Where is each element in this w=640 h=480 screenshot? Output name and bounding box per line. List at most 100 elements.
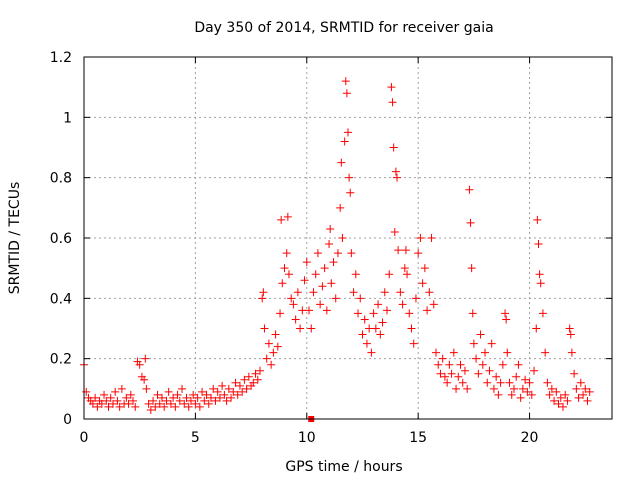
y-axis-title: SRMTID / TECUs [7, 182, 23, 295]
data-point [211, 396, 220, 405]
data-point [298, 306, 307, 315]
data-point [135, 360, 144, 369]
data-point [411, 294, 420, 303]
data-point [483, 378, 492, 387]
data-point [521, 375, 530, 384]
data-point [492, 372, 501, 381]
data-point [256, 366, 264, 375]
data-point [160, 402, 169, 411]
data-point [365, 324, 374, 333]
data-point [249, 378, 258, 387]
data-point [82, 387, 91, 396]
data-point [131, 402, 140, 411]
ticks [83, 56, 612, 420]
data-point [157, 393, 166, 402]
data-point [472, 354, 481, 363]
data-point [449, 348, 458, 357]
data-point [122, 393, 131, 402]
data-point [278, 279, 287, 288]
data-point [414, 249, 423, 258]
data-point [503, 348, 512, 357]
data-point [291, 315, 300, 324]
data-point [409, 339, 418, 348]
data-point [280, 264, 289, 273]
data-point [267, 360, 276, 369]
y-tick-label: 1 [63, 110, 72, 126]
data-point [376, 330, 385, 339]
data-point [129, 396, 138, 405]
data-point [487, 339, 496, 348]
data-point [403, 270, 412, 279]
y-tick-label: 0.4 [50, 291, 72, 307]
data-point [369, 309, 378, 318]
chart-title: Day 350 of 2014, SRMTID for receiver gai… [194, 20, 493, 36]
data-point [184, 402, 193, 411]
data-point [200, 396, 209, 405]
data-point [300, 276, 309, 285]
data-point [534, 240, 543, 249]
x-tick-label: 20 [521, 430, 539, 446]
data-point [271, 330, 280, 339]
data-point [476, 330, 485, 339]
data-point [262, 354, 271, 363]
data-point [164, 387, 173, 396]
data-point [458, 378, 467, 387]
data-point [318, 282, 327, 291]
data-point [293, 288, 302, 297]
data-point [547, 384, 556, 393]
data-point [391, 167, 400, 176]
data-point [240, 375, 249, 384]
data-point [454, 372, 463, 381]
data-point [209, 384, 218, 393]
data-point [155, 399, 164, 408]
data-point [202, 390, 211, 399]
data-point [204, 399, 213, 408]
x-axis-title: GPS time / hours [285, 459, 402, 475]
data-point [545, 390, 554, 399]
data-point [509, 384, 518, 393]
data-point [468, 309, 477, 318]
data-point [382, 306, 391, 315]
data-point [108, 399, 117, 408]
data-point [550, 396, 559, 405]
data-point [362, 339, 371, 348]
data-point [434, 360, 443, 369]
data-point [302, 258, 311, 267]
data-point [97, 399, 106, 408]
data-point [144, 399, 153, 408]
data-point [565, 324, 574, 333]
data-point [358, 330, 367, 339]
data-point [171, 402, 180, 411]
data-point [427, 234, 436, 242]
data-point [93, 402, 102, 411]
data-point [166, 399, 175, 408]
data-point [518, 384, 527, 393]
data-point [347, 249, 356, 258]
data-point [296, 324, 305, 333]
data-point [313, 249, 322, 258]
data-point [502, 315, 511, 324]
data-point [238, 387, 247, 396]
data-point [224, 384, 233, 393]
data-point [175, 396, 184, 405]
data-point [452, 384, 461, 393]
x-tick-label: 15 [409, 430, 427, 446]
data-point [126, 390, 135, 399]
data-point [344, 128, 352, 137]
data-point [316, 300, 325, 309]
data-point [567, 348, 576, 357]
data-point [420, 264, 429, 273]
data-point [572, 384, 581, 393]
data-point [360, 315, 369, 324]
data-point [498, 360, 507, 369]
data-point [153, 390, 162, 399]
data-point [388, 98, 397, 107]
data-point [104, 402, 113, 411]
data-point [354, 309, 363, 318]
grid [84, 57, 612, 419]
data-point [574, 393, 583, 402]
data-point [113, 396, 122, 405]
data-point [533, 215, 542, 224]
data-point [215, 393, 224, 402]
